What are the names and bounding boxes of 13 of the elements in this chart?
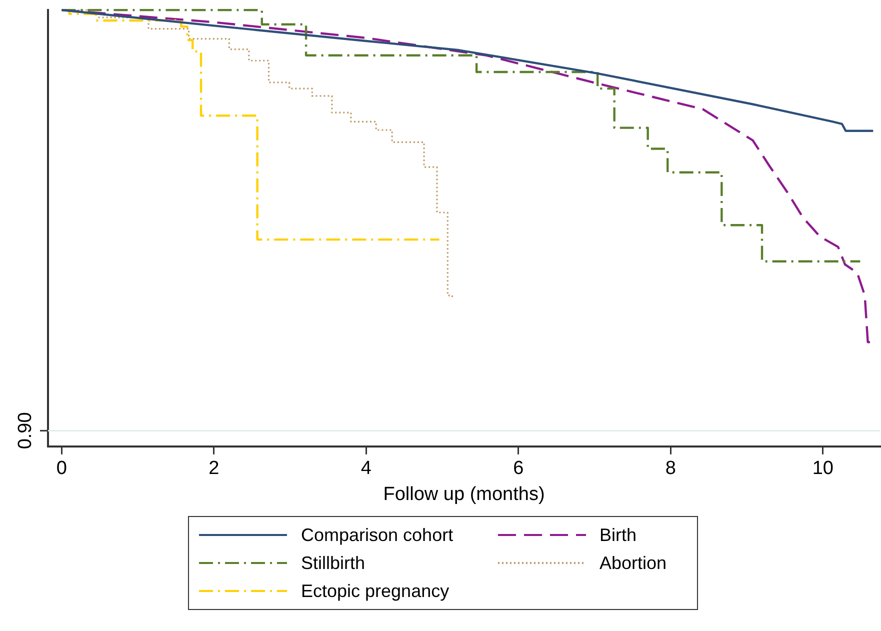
legend-label: Abortion [600,552,667,575]
legend-label: Birth [600,524,637,547]
x-tick-label: 4 [360,458,372,480]
legend-label: Ectopic pregnancy [301,580,450,603]
x-tick-label: 0 [56,458,67,480]
x-axis-title: Follow up (months) [383,484,545,505]
legend-label: Comparison cohort [301,524,454,547]
x-tick-label: 6 [513,458,524,480]
x-tick-label: 10 [812,458,834,480]
x-tick-label: 2 [208,458,220,480]
text: 0.90 [15,412,36,450]
x-tick-label: 8 [665,458,676,480]
legend-label: Stillbirth [301,552,366,575]
